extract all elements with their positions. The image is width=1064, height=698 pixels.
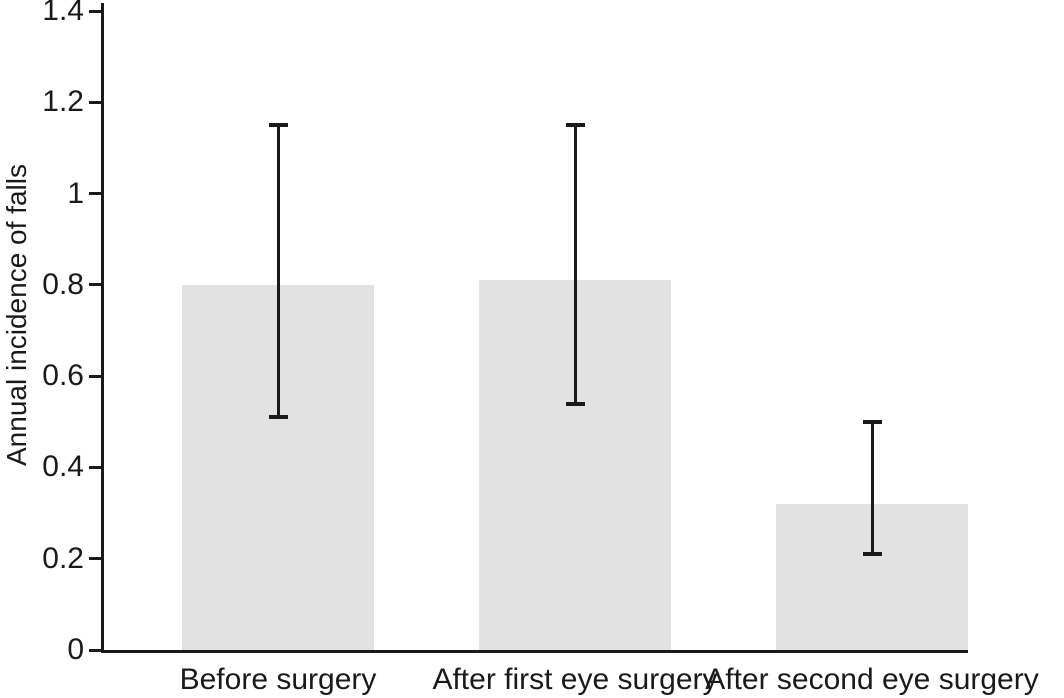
y-tick-mark <box>89 374 101 378</box>
error-bar-cap-bottom <box>268 415 288 420</box>
x-tick-label: After second eye surgery <box>705 663 1039 696</box>
y-tick-mark <box>89 100 101 104</box>
error-bar-cap-top <box>862 419 882 424</box>
y-tick-label: 1.4 <box>42 0 84 27</box>
x-tick-label: After first eye surgery <box>432 663 718 696</box>
y-tick-mark <box>89 192 101 196</box>
error-bar-cap-bottom <box>862 552 882 557</box>
y-tick-label: 1 <box>67 176 84 210</box>
error-bar-line <box>276 125 280 418</box>
x-tick-label: Before surgery <box>179 663 377 696</box>
y-tick-mark <box>89 283 101 287</box>
error-bar-cap-bottom <box>565 401 585 406</box>
y-tick-label: 0.6 <box>42 359 84 393</box>
y-tick-label: 0.4 <box>42 450 84 484</box>
error-bar-cap-top <box>268 123 288 128</box>
error-bar-line <box>870 421 874 555</box>
error-bar-cap-top <box>565 123 585 128</box>
y-tick-label: 0.8 <box>42 267 84 301</box>
error-bar-line <box>573 125 577 404</box>
y-tick-mark <box>89 465 101 469</box>
y-axis-line <box>101 3 104 653</box>
y-tick-mark <box>89 9 101 13</box>
y-tick-label: 1.2 <box>42 85 84 119</box>
y-tick-mark <box>89 648 101 652</box>
y-tick-label: 0.2 <box>42 541 84 575</box>
y-tick-label: 0 <box>67 633 84 666</box>
x-axis-line <box>101 650 968 653</box>
y-axis-title: Annual incidence of falls <box>1 164 32 466</box>
y-tick-mark <box>89 557 101 561</box>
